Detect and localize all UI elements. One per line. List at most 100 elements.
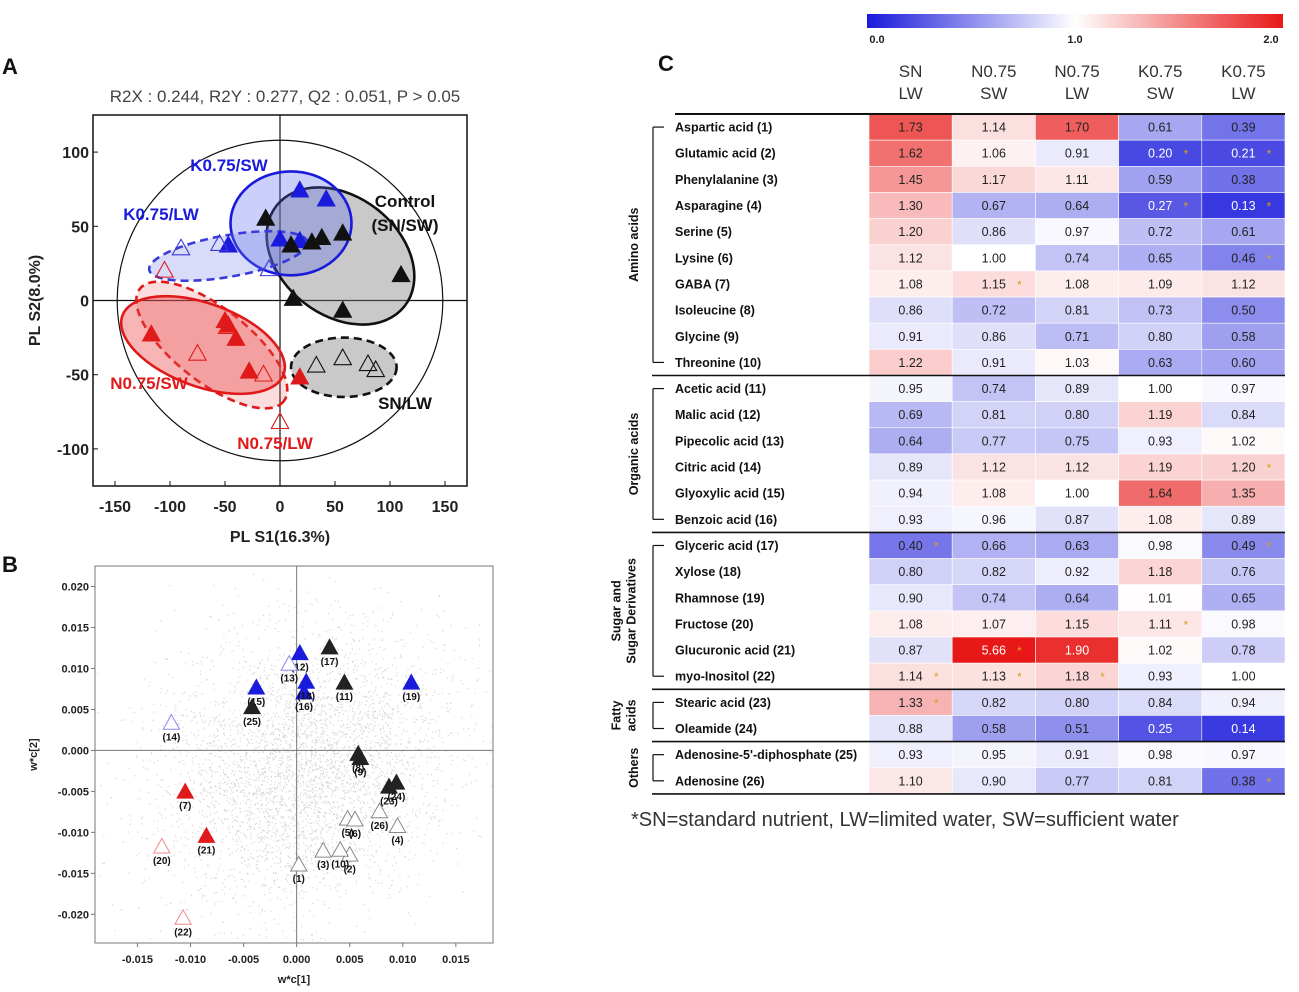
heat-cell-value: 0.86 [898, 304, 922, 318]
heat-cell [1201, 113, 1286, 141]
heat-cell [868, 166, 953, 193]
heat-cell-value: 0.97 [1231, 748, 1255, 762]
loading-point-label: (26) [371, 821, 389, 832]
metabolite-label: Malic acid (12) [675, 408, 760, 422]
heat-cell-value: 1.22 [898, 356, 922, 370]
heat-cell-value: 1.10 [898, 774, 922, 788]
heat-cell-value: 1.12 [1065, 461, 1089, 475]
score-point [366, 359, 386, 378]
heat-cell [1118, 584, 1203, 612]
heat-cell-value: 0.82 [982, 696, 1006, 710]
heat-cell-value: 0.89 [1231, 513, 1255, 527]
score-point [256, 208, 276, 226]
loading-point [314, 841, 333, 858]
heat-cell [1035, 453, 1119, 481]
significance-star: * [1183, 147, 1188, 161]
metabolite-label: Rhamnose (19) [675, 591, 765, 605]
heat-cell-value: 0.88 [898, 722, 922, 736]
loading-point [152, 837, 171, 854]
heat-cell-value: 0.90 [898, 591, 922, 605]
metabolite-label: Oleamide (24) [675, 722, 757, 736]
heat-cell-value: 1.12 [898, 251, 922, 265]
loading-point-label: (9) [354, 768, 366, 779]
plot-a-xtick-label: -50 [213, 499, 236, 516]
heat-cell-value: 0.82 [982, 565, 1006, 579]
group-label: Organic acids [627, 413, 641, 496]
heat-cell [868, 192, 953, 219]
heat-cell [951, 296, 1036, 324]
heat-cell-value: 0.25 [1148, 722, 1172, 736]
heat-cell-value: 0.93 [1148, 670, 1172, 684]
score-point [306, 355, 326, 373]
heat-cell [1035, 427, 1119, 455]
loading-point [174, 908, 193, 925]
loading-point-label: (19) [402, 692, 420, 703]
loading-background-cloud [97, 573, 493, 941]
heat-cell [1118, 505, 1203, 533]
heat-cell-value: 1.08 [982, 487, 1006, 501]
heat-cell-value: 1.64 [1148, 487, 1172, 501]
heat-cell [868, 375, 953, 402]
significance-star: * [1267, 539, 1272, 553]
heat-cell [1035, 767, 1119, 795]
heat-cell-value: 0.93 [898, 513, 922, 527]
heat-cell [1118, 270, 1203, 298]
metabolite-label: Threonine (10) [675, 356, 761, 370]
heat-cell-value: 1.06 [982, 147, 1006, 161]
heat-cell-value: 1.02 [1231, 434, 1255, 448]
heat-cell-value: 0.69 [898, 408, 922, 422]
score-point [217, 316, 237, 335]
loading-point [162, 713, 181, 730]
colorbar-tick-label: 1.0 [1067, 34, 1082, 46]
background-dots [97, 573, 493, 941]
plot-a-ytick-label: 50 [71, 219, 89, 236]
heat-cell [1201, 505, 1286, 533]
metabolite-label: Xylose (18) [675, 565, 741, 579]
plot-a-ytick-label: -100 [57, 442, 89, 459]
heat-cell [1118, 296, 1203, 324]
metabolite-label: Acetic acid (11) [675, 382, 766, 396]
heat-cell-value: 0.89 [1065, 382, 1089, 396]
heat-cell [1201, 349, 1286, 376]
heat-cell [1035, 558, 1119, 585]
heat-cell-value: 0.72 [1148, 225, 1172, 239]
pls-da-score-plot: R2X : 0.244, R2Y : 0.277, Q2 : 0.051, P … [27, 87, 468, 546]
plot-a-xtick-label: 50 [326, 499, 344, 516]
plot-b-ytick-label: 0.015 [61, 622, 89, 634]
loading-point-label: (8) [352, 764, 364, 775]
significance-star: * [934, 670, 939, 684]
heat-cell-value: 1.18 [1065, 670, 1089, 684]
score-point [290, 180, 310, 198]
heat-cell [1201, 662, 1286, 690]
heat-cell [1201, 322, 1286, 350]
heat-cell-value: 0.77 [982, 434, 1006, 448]
significance-star: * [1267, 775, 1272, 789]
loading-point [335, 673, 354, 690]
column-header: K0.75 [1221, 62, 1265, 81]
heat-cell [1201, 139, 1286, 167]
plot-b-ytick-label: -0.010 [58, 827, 89, 839]
heat-cell [1201, 715, 1286, 742]
heat-cell-value: 0.93 [898, 748, 922, 762]
loading-point [247, 678, 266, 695]
heat-cell-value: 1.12 [982, 461, 1006, 475]
heat-cell-value: 0.40 [898, 539, 922, 553]
heat-cell [868, 113, 953, 141]
heat-cell-value: 1.00 [1065, 487, 1089, 501]
group-label: Others [627, 748, 641, 788]
loading-point [243, 698, 262, 715]
plot-a-ylabel: PL S2(8.0%) [27, 255, 44, 346]
heat-cell [868, 296, 953, 324]
metabolite-label: Glyoxylic acid (15) [675, 487, 785, 501]
heat-cell-value: 0.58 [982, 722, 1006, 736]
heat-cell-value: 0.92 [1065, 565, 1089, 579]
heat-cell-value: 0.96 [982, 513, 1006, 527]
loading-point [351, 748, 370, 765]
heat-cell-value: 1.08 [898, 277, 922, 291]
heat-cell-value: 1.15 [982, 277, 1006, 291]
score-point [187, 343, 208, 361]
heat-cell [1118, 218, 1203, 246]
score-point [391, 264, 411, 283]
heat-cell-value: 0.13 [1231, 199, 1255, 213]
heat-cell [868, 610, 953, 638]
